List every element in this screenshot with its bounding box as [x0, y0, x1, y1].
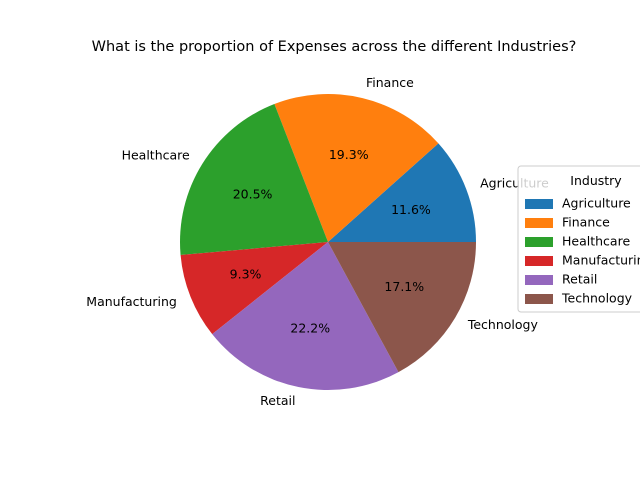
legend-items: Agriculture Finance Healthcare Manufacturin… [525, 196, 640, 306]
pie-slice-manufacturing [180, 242, 328, 335]
legend-label-technology: Technology [561, 291, 633, 306]
pie-slice-technology [328, 242, 476, 373]
category-label-healthcare: Healthcare [122, 148, 190, 163]
percentage-label-retail: 22.2% [290, 321, 330, 336]
percentage-labels: 11.6% 19.3% 20.5% 9.3% 22.2% 17.1% [230, 147, 431, 335]
percentage-label-agriculture: 11.6% [391, 202, 431, 217]
legend-label-retail: Retail [562, 272, 597, 287]
legend-swatch-finance [525, 218, 553, 228]
legend-swatch-retail [525, 275, 553, 285]
legend-label-finance: Finance [562, 215, 610, 230]
pie-slice-healthcare [180, 104, 328, 256]
pie-slice-agriculture [328, 143, 476, 242]
legend-swatch-technology [525, 294, 553, 304]
percentage-label-finance: 19.3% [329, 147, 369, 162]
category-labels: AgricultureFinanceHealthcareManufacturin… [86, 75, 549, 408]
legend-label-healthcare: Healthcare [562, 234, 630, 249]
legend-label-agriculture: Agriculture [562, 196, 631, 211]
category-label-manufacturing: Manufacturing [86, 294, 177, 309]
category-label-technology: Technology [467, 317, 539, 332]
percentage-label-manufacturing: 9.3% [230, 266, 262, 281]
legend-swatch-agriculture [525, 199, 553, 209]
category-label-finance: Finance [366, 75, 414, 90]
chart-title: What is the proportion of Expenses acros… [92, 39, 577, 55]
legend-title: Industry [570, 173, 622, 188]
percentage-label-technology: 17.1% [384, 279, 424, 294]
legend: Industry Agriculture Finance Healthcare Man… [517, 165, 640, 313]
pie-slice-finance [274, 93, 439, 242]
legend-swatch-healthcare [525, 237, 553, 247]
category-label-retail: Retail [260, 393, 295, 408]
percentage-label-healthcare: 20.5% [233, 187, 273, 202]
legend-label-manufacturing: Manufacturing [562, 253, 640, 268]
pie-slice-retail [212, 242, 399, 391]
pie-slices [180, 93, 476, 391]
legend-swatch-manufacturing [525, 256, 553, 266]
